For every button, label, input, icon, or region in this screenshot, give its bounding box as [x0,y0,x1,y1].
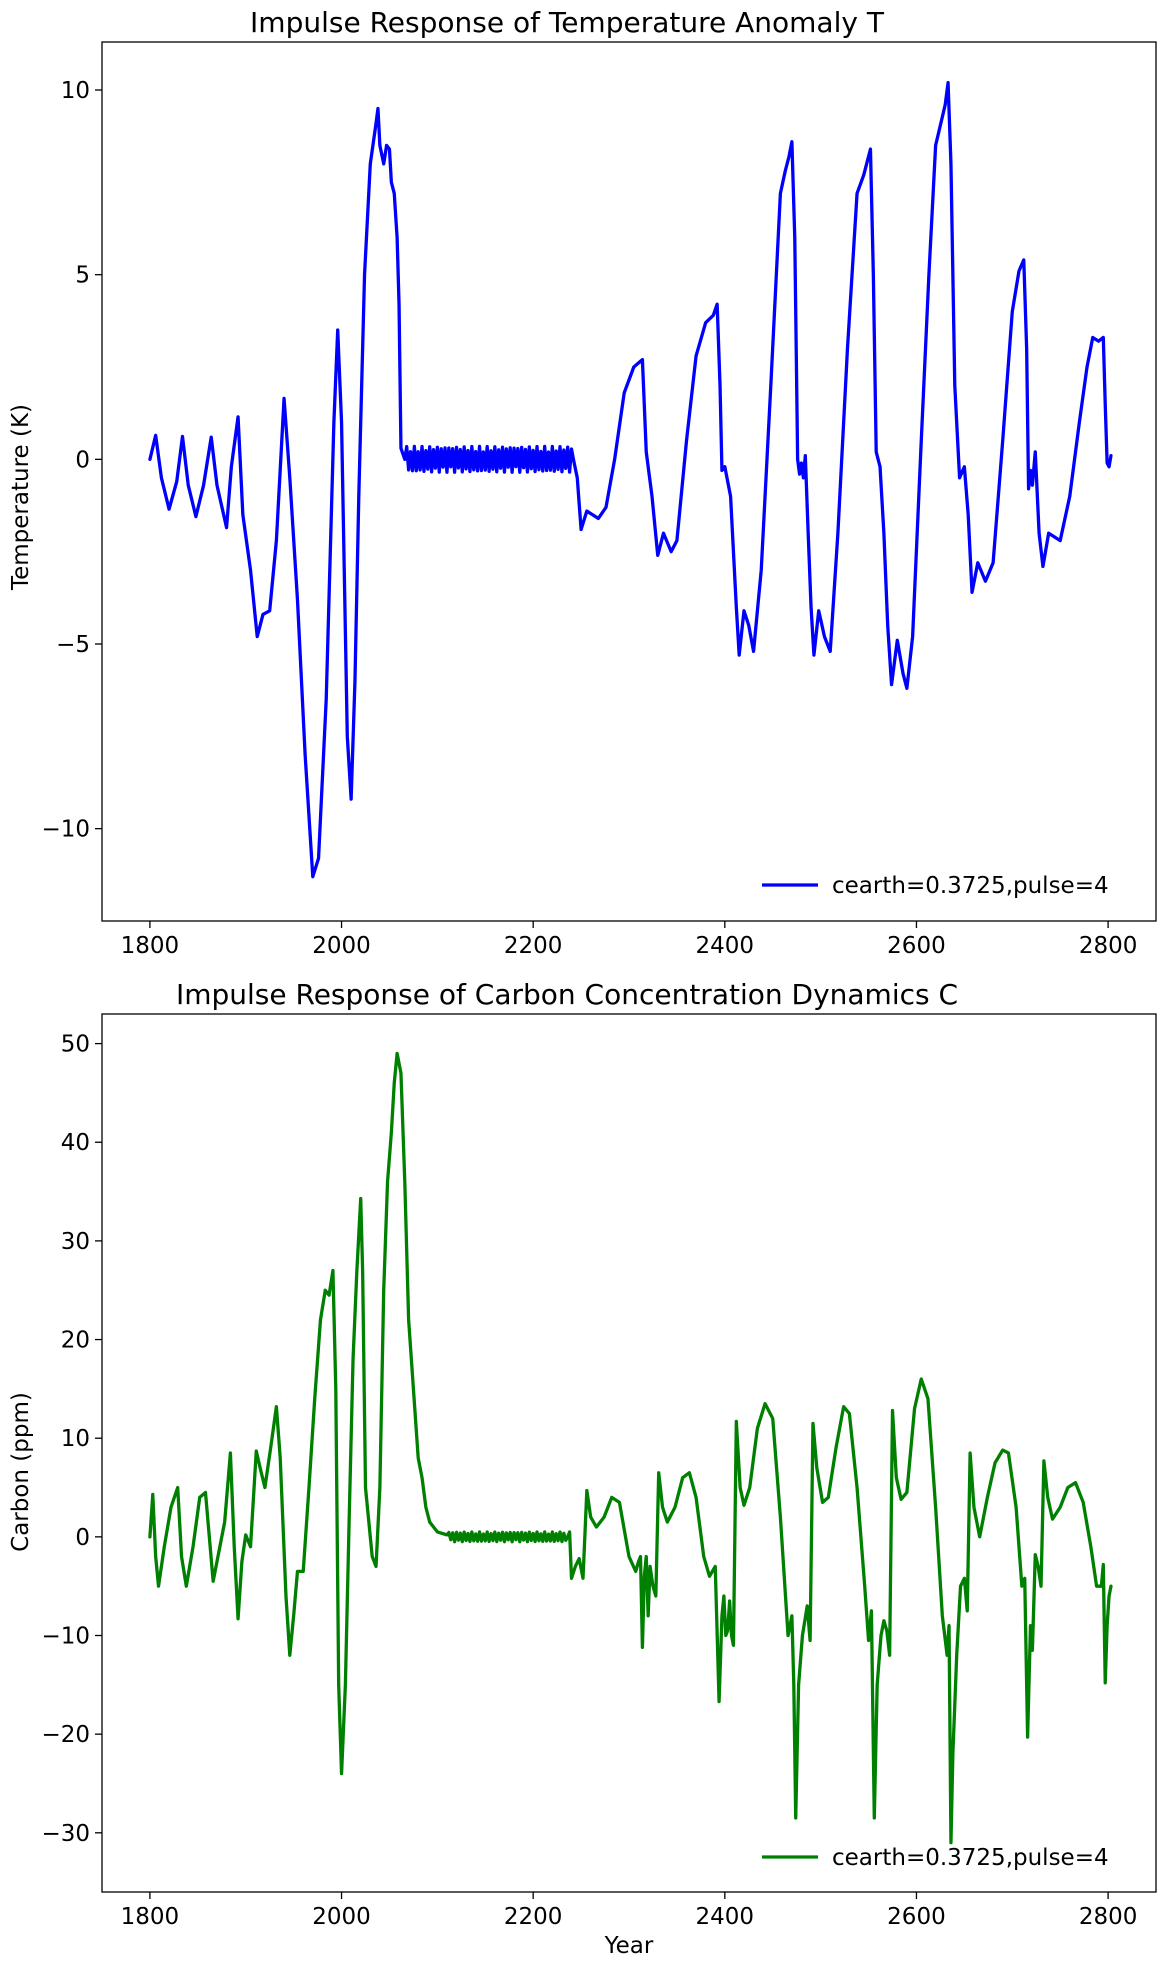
y-tick-label: −10 [41,1624,90,1650]
tick-group: 1800 2000 2200 2400 2600 2800 −10 −5 0 5 10 [41,78,1137,959]
x-tick-label: 2800 [1079,1904,1138,1930]
axes-frame [101,41,1157,922]
chart-title: Impulse Response of Carbon Concentration… [176,978,958,1011]
legend: cearth=0.3725,pulse=4 [762,1845,1109,1871]
y-tick-label: −30 [41,1821,90,1847]
y-axis-label: Temperature (K) [8,404,34,591]
x-tick-label: 2800 [1079,933,1138,959]
legend-label: cearth=0.3725,pulse=4 [832,1845,1109,1871]
series-line [148,80,1113,879]
tick-group: 1800 2000 2200 2400 2600 2800 −30 −20 −10 0 10 20 30… [41,1032,1137,1930]
plot-area [148,80,1113,879]
y-axis-label: Carbon (ppm) [8,1392,34,1552]
y-tick-label: 5 [75,263,90,289]
x-tick-label: 2600 [887,1904,946,1930]
x-tick-label: 1800 [121,933,180,959]
x-axis-label: Year [604,1933,654,1959]
y-tick-label: 10 [61,78,90,104]
x-tick-label: 2200 [504,1904,563,1930]
legend: cearth=0.3725,pulse=4 [762,873,1109,899]
y-tick-label: 40 [61,1130,90,1156]
x-tick-label: 2400 [696,933,755,959]
y-tick-label: −5 [56,632,90,658]
x-tick-label: 2400 [696,1904,755,1930]
x-tick-label: 1800 [121,1904,180,1930]
x-tick-label: 2600 [887,933,946,959]
x-tick-label: 2000 [312,1904,371,1930]
axes-frame [101,1013,1157,1893]
x-tick-label: 2000 [312,933,371,959]
y-tick-label: 0 [75,447,90,473]
y-tick-label: 20 [61,1328,90,1354]
chart-title: Impulse Response of Temperature Anomaly … [250,6,885,39]
y-tick-label: −20 [41,1722,90,1748]
series-line [148,1051,1113,1845]
y-tick-label: −10 [41,817,90,843]
y-tick-label: 50 [61,1032,90,1058]
x-tick-label: 2200 [504,933,563,959]
y-tick-label: 30 [61,1229,90,1255]
y-tick-label: 0 [75,1525,90,1551]
temperature-chart: Impulse Response of Temperature Anomaly … [8,6,1157,959]
carbon-chart: Impulse Response of Carbon Concentration… [8,978,1157,1959]
plot-area [148,1051,1113,1845]
legend-label: cearth=0.3725,pulse=4 [832,873,1109,899]
y-tick-label: 10 [61,1426,90,1452]
